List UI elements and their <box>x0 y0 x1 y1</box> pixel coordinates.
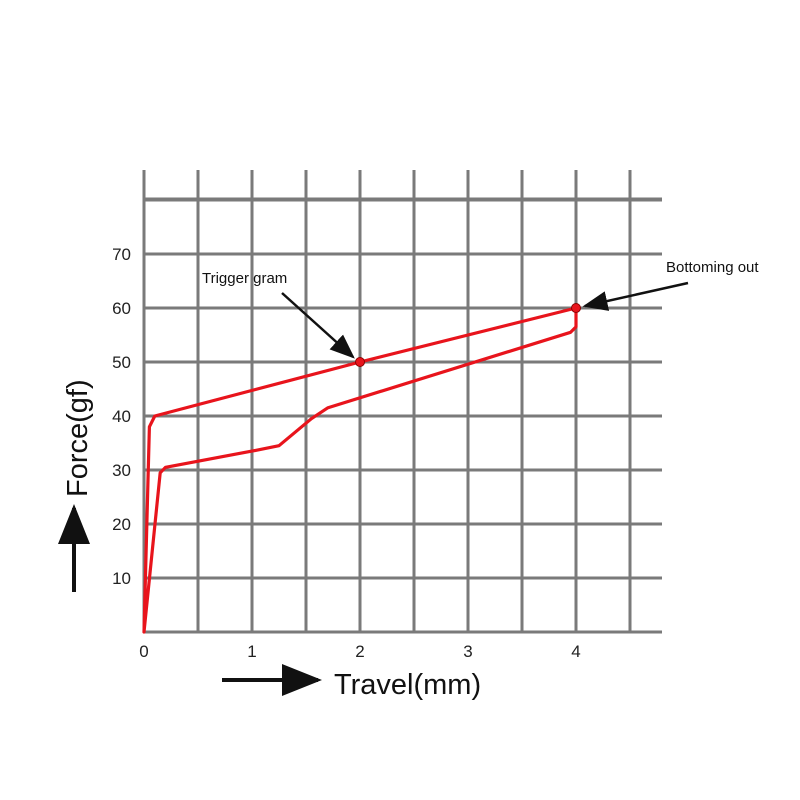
annotation-bottoming-out: Bottoming out <box>666 259 759 276</box>
data-point-marker <box>355 357 365 367</box>
y-tick-label: 60 <box>112 299 131 318</box>
y-tick-label: 40 <box>112 407 131 426</box>
y-tick-label: 70 <box>112 245 131 264</box>
x-tick-label: 4 <box>571 642 580 661</box>
x-tick-label: 1 <box>247 642 256 661</box>
y-tick-label: 50 <box>112 353 131 372</box>
y-axis-title: Force(gf) <box>62 379 94 497</box>
x-axis-title: Travel(mm) <box>334 669 481 701</box>
y-tick-label: 10 <box>112 569 131 588</box>
annotation-arrow <box>281 292 355 359</box>
annotation-arrow <box>582 281 689 311</box>
annotation-trigger-gram: Trigger gram <box>202 270 287 287</box>
x-tick-label: 0 <box>139 642 148 661</box>
x-tick-label: 3 <box>463 642 472 661</box>
y-tick-label: 30 <box>112 461 131 480</box>
data-point-marker <box>571 303 581 313</box>
force-curve <box>142 306 578 634</box>
x-tick-label: 2 <box>355 642 364 661</box>
y-tick-label: 20 <box>112 515 131 534</box>
